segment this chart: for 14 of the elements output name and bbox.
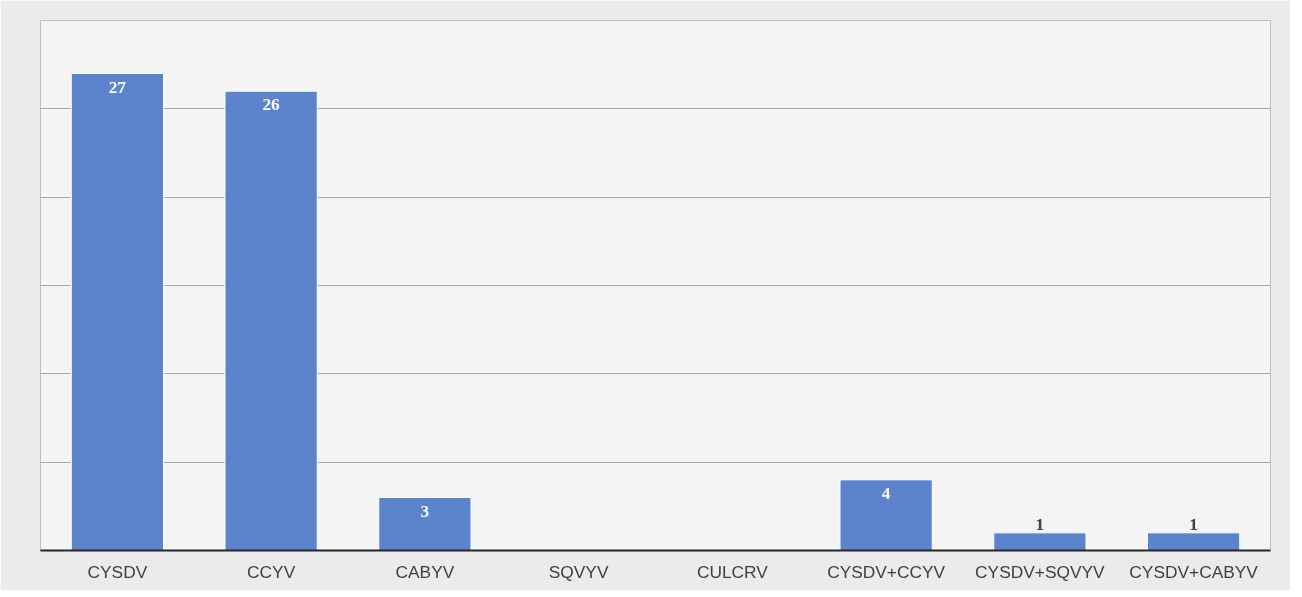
x-tick-label: CYSDV — [87, 561, 148, 582]
x-tick-label: CYSDV+CCYV — [827, 561, 946, 582]
data-label: 1 — [1035, 514, 1045, 534]
data-label: 26 — [262, 95, 281, 115]
x-tick-label: CABYV — [395, 561, 455, 582]
x-tick-label: CULCRV — [696, 561, 769, 582]
data-label: 4 — [881, 483, 891, 503]
data-label: 27 — [108, 77, 127, 97]
x-tick-label: CYSDV+CABYV — [1129, 561, 1259, 582]
data-label: 3 — [420, 501, 430, 521]
x-tick-label: CCYV — [247, 561, 296, 582]
x-tick-label: SQVYV — [548, 561, 609, 582]
data-label: 1 — [1189, 514, 1198, 534]
x-tick-label: CYSDV+SQVYV — [975, 561, 1106, 582]
